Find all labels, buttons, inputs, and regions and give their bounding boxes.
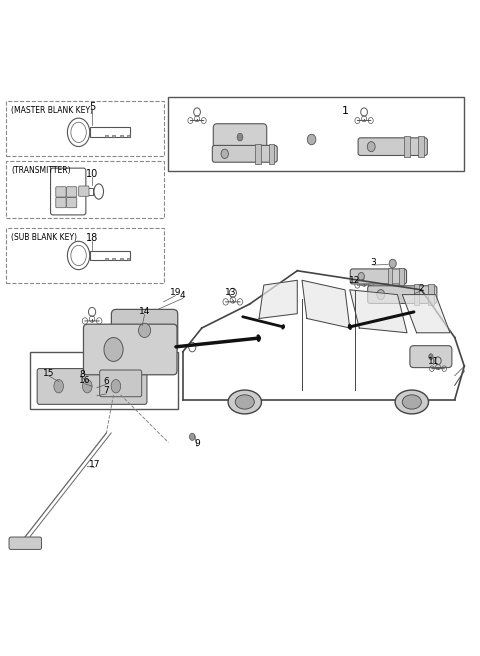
Ellipse shape [228,390,262,414]
Text: 11: 11 [428,357,439,366]
Ellipse shape [104,338,123,361]
Text: 2: 2 [419,284,424,293]
Bar [112,134,116,137]
Text: 19: 19 [170,288,181,297]
FancyBboxPatch shape [9,537,41,550]
Text: 7: 7 [104,386,109,396]
Bar [30,352,178,409]
Text: 12: 12 [349,276,360,285]
Text: 15: 15 [43,369,55,378]
Bar [105,258,108,260]
Polygon shape [302,280,350,328]
Bar [269,144,274,164]
FancyBboxPatch shape [56,197,66,208]
FancyBboxPatch shape [358,138,427,155]
Bar [105,134,108,137]
Polygon shape [350,290,407,333]
Bar [134,346,155,357]
FancyBboxPatch shape [100,370,142,397]
Ellipse shape [429,354,433,359]
Bar [255,144,261,164]
Bar [414,284,420,305]
Bar [387,268,392,285]
Bar [90,127,130,137]
FancyBboxPatch shape [410,346,452,367]
Text: 8: 8 [80,370,85,379]
Ellipse shape [358,272,364,281]
Text: 10: 10 [86,169,98,179]
Text: 14: 14 [139,307,150,316]
Text: 13: 13 [225,288,236,297]
FancyBboxPatch shape [37,369,147,404]
Text: 1: 1 [341,106,348,116]
FancyBboxPatch shape [84,324,177,375]
Text: 18: 18 [86,234,98,243]
Text: (TRANSMITTER): (TRANSMITTER) [11,166,71,174]
Bar [404,136,410,157]
Text: 4: 4 [180,291,186,300]
Ellipse shape [237,133,243,141]
Ellipse shape [402,395,421,409]
Ellipse shape [367,142,375,152]
Text: 17: 17 [89,459,100,468]
Text: 5: 5 [89,102,95,112]
Bar [120,258,123,260]
FancyBboxPatch shape [67,197,77,208]
Ellipse shape [111,380,120,393]
Bar [168,96,464,171]
Bar [127,258,130,260]
Bar [112,258,116,260]
FancyBboxPatch shape [212,146,277,162]
FancyBboxPatch shape [368,286,437,304]
Text: 16: 16 [79,376,91,385]
Text: 3: 3 [371,258,376,267]
Bar [127,134,130,137]
Text: (MASTER BLANK KEY): (MASTER BLANK KEY) [11,106,93,115]
Ellipse shape [190,433,195,440]
Ellipse shape [235,395,254,409]
Ellipse shape [221,149,228,159]
FancyBboxPatch shape [350,269,407,284]
Bar [428,284,434,305]
FancyBboxPatch shape [67,187,77,197]
Bar [84,188,93,195]
Ellipse shape [307,134,316,145]
Bar [120,134,123,137]
Bar [399,268,404,285]
Ellipse shape [395,390,429,414]
Polygon shape [259,280,297,318]
Polygon shape [402,295,450,333]
FancyBboxPatch shape [213,124,267,150]
Ellipse shape [138,323,151,337]
Ellipse shape [389,259,396,268]
Bar [419,136,424,157]
Ellipse shape [54,380,63,393]
FancyBboxPatch shape [56,187,66,197]
Ellipse shape [377,289,384,300]
Text: (SUB BLANK KEY): (SUB BLANK KEY) [11,233,77,241]
Bar [90,251,130,260]
FancyBboxPatch shape [111,310,178,352]
Text: 6: 6 [104,377,109,386]
Ellipse shape [83,380,92,393]
FancyBboxPatch shape [79,186,89,196]
Text: 9: 9 [194,439,200,448]
